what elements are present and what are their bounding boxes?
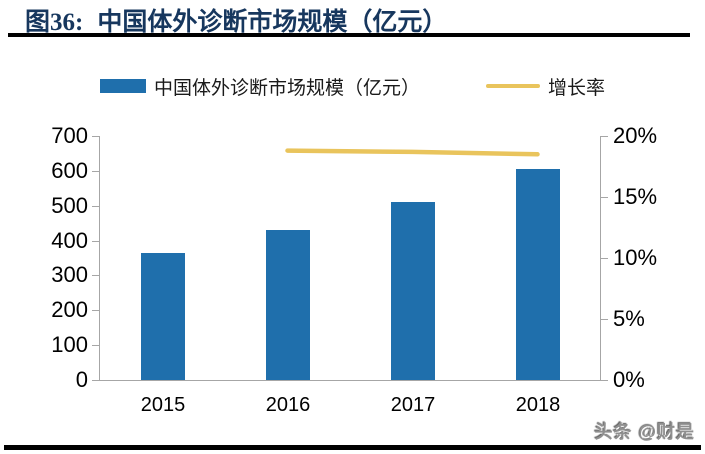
right-axis-tick-label: 0% [613,367,645,392]
figure-title-text: 中国体外诊断市场规模（亿元） [97,9,448,36]
left-axis-tick-label: 200 [51,297,88,322]
bar-2018 [516,169,560,380]
bar-2015 [141,253,185,380]
left-axis-tick-label: 700 [51,123,88,148]
left-axis-tick [92,380,99,381]
right-axis-tick [601,197,608,198]
legend-item-market-size: 中国体外诊断市场规模（亿元） [100,73,420,100]
left-axis-tick-label: 400 [51,228,88,253]
right-axis-tick [601,136,608,137]
left-axis-line [99,136,100,381]
left-axis-tick [92,206,99,207]
x-axis-label-2017: 2017 [390,394,436,416]
x-axis-label-2016: 2016 [265,394,311,416]
left-axis-tick-label: 0 [75,367,88,392]
left-axis-tick-label: 100 [51,332,88,357]
bar-2017 [391,202,435,380]
right-axis-tick-label: 20% [613,123,658,148]
left-axis-tick [92,171,99,172]
left-axis-tick [92,275,99,276]
right-axis-tick-label: 15% [613,184,658,209]
watermark: 头条 @财是 [594,422,695,442]
bar-2016 [266,230,310,380]
right-axis-tick [601,319,608,320]
line-series-label: 增长率 [548,77,606,99]
chart-legend: 中国体外诊断市场规模（亿元） 增长率 [100,72,660,100]
left-axis-tick-label: 500 [51,193,88,218]
bottom-divider-rule [4,445,701,450]
right-axis-tick [601,380,608,381]
figure-title: 图36: 中国体外诊断市场规模（亿元） [25,2,447,38]
right-axis-line [600,136,601,381]
left-axis-tick-label: 600 [51,158,88,183]
x-axis-label-2018: 2018 [515,394,561,416]
line-series-swatch [486,84,541,88]
left-axis-tick [92,345,99,346]
left-axis-tick-label: 300 [51,262,88,287]
left-axis-tick [92,310,99,311]
right-axis-tick-label: 5% [613,306,645,331]
x-axis-label-2015: 2015 [140,394,186,416]
bottom-axis-line [99,380,607,381]
bar-series-swatch [100,79,146,93]
left-axis-tick [92,136,99,137]
left-axis-tick [92,241,99,242]
right-axis-tick-label: 10% [613,245,658,270]
bar-series-label: 中国体外诊断市场规模（亿元） [154,77,421,99]
title-divider-rule [8,33,690,37]
figure-number-label: 图36: [25,9,84,36]
legend-item-growth-rate: 增长率 [486,73,605,100]
right-axis-tick [601,258,608,259]
